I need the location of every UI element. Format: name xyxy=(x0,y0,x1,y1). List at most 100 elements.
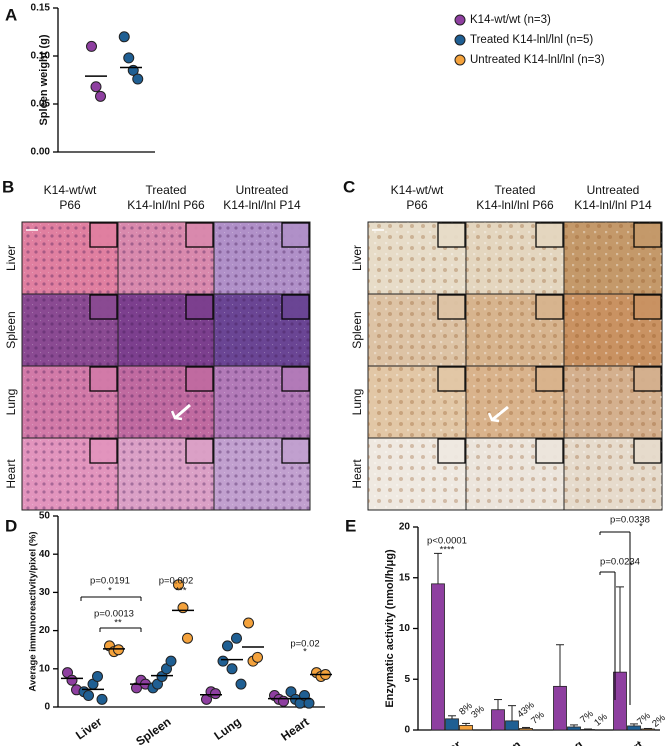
column-header: P66 xyxy=(406,198,428,212)
column-header: Untreated xyxy=(587,183,640,197)
inset xyxy=(535,438,564,464)
inset xyxy=(535,366,564,392)
data-point xyxy=(113,644,124,656)
column-header: K14-lnl/lnl P66 xyxy=(476,198,554,212)
data-point xyxy=(222,640,233,652)
arrow xyxy=(491,405,509,422)
data-point xyxy=(182,632,193,644)
annotation: p=0.0191 xyxy=(90,576,130,587)
bracket xyxy=(599,531,631,705)
inset xyxy=(89,366,118,392)
y-tick-label: 20 xyxy=(39,625,51,636)
panel-letter: C xyxy=(343,177,355,196)
inset xyxy=(185,294,214,320)
data-point xyxy=(252,651,263,663)
inset xyxy=(437,438,466,464)
column-header: K14-lnl/lnl P14 xyxy=(574,198,652,212)
column-header: K14-lnl/lnl P14 xyxy=(223,198,301,212)
bar xyxy=(567,726,581,731)
data-point xyxy=(278,695,289,707)
annotation: 7% xyxy=(635,710,653,728)
data-point xyxy=(210,688,221,700)
x-tick-label: Liver xyxy=(432,737,464,746)
annotation: * xyxy=(108,586,112,597)
data-point xyxy=(243,617,254,629)
column-header: P66 xyxy=(59,198,81,212)
x-tick-label: Spleen xyxy=(483,738,523,746)
inset xyxy=(633,438,662,464)
inset xyxy=(185,438,214,464)
inset xyxy=(89,222,118,248)
data-point xyxy=(217,655,229,667)
annotation: 2% xyxy=(650,712,666,730)
bar xyxy=(505,720,519,731)
bar xyxy=(491,709,505,731)
data-point xyxy=(92,670,103,682)
x-tick-label: Spleen xyxy=(133,715,173,746)
inset xyxy=(281,294,310,320)
bar xyxy=(459,725,473,731)
inset xyxy=(437,366,466,392)
data-point xyxy=(83,690,94,702)
data-point xyxy=(66,674,78,686)
annotation: **** xyxy=(440,545,455,556)
annotation: p<0.0001 xyxy=(427,536,467,547)
legend-swatch xyxy=(454,54,466,66)
y-tick-label: 10 xyxy=(399,623,411,634)
legend-label: Treated K14-lnl/lnl (n=5) xyxy=(470,34,593,46)
y-tick-label: 0 xyxy=(404,725,410,736)
y-tick-label: 0.15 xyxy=(31,3,51,14)
column-header: K14-wt/wt xyxy=(44,183,97,197)
inset xyxy=(281,438,310,464)
row-label: Lung xyxy=(350,389,364,416)
data-point xyxy=(132,73,144,85)
y-tick-label: 20 xyxy=(399,522,411,533)
annotation: p=0.0338 xyxy=(610,515,650,526)
bar xyxy=(641,728,655,731)
data-point xyxy=(118,31,130,43)
arrow-head xyxy=(170,410,183,421)
row-label: Heart xyxy=(4,459,18,489)
inset xyxy=(89,438,118,464)
inset xyxy=(633,222,662,248)
inset xyxy=(185,366,214,392)
annotation: * xyxy=(629,561,633,572)
bar xyxy=(627,725,641,731)
arrow-head xyxy=(487,412,500,423)
data-point xyxy=(226,663,238,675)
data-point xyxy=(235,678,247,690)
data-point xyxy=(86,40,97,52)
column-header: K14-wt/wt xyxy=(391,183,444,197)
annotation: p=0.02 xyxy=(290,639,319,650)
panel-letter: A xyxy=(5,5,17,24)
data-point xyxy=(96,693,108,705)
data-point xyxy=(123,52,135,64)
bar xyxy=(553,685,567,731)
column-header: Treated xyxy=(495,183,536,197)
bar xyxy=(613,671,627,731)
column-header: Treated xyxy=(146,183,187,197)
panel-letter: B xyxy=(2,177,14,196)
y-tick-label: 10 xyxy=(39,663,51,674)
data-point xyxy=(303,697,315,709)
data-point xyxy=(231,632,242,644)
bracket xyxy=(599,571,616,700)
x-tick-label: Heart xyxy=(278,715,311,744)
data-point xyxy=(177,602,189,614)
row-label: Liver xyxy=(4,245,18,271)
data-point xyxy=(95,90,106,102)
y-axis-label: Enzymatic activity (nmol/h/μg) xyxy=(384,549,396,708)
bracket xyxy=(80,596,142,601)
y-tick-label: 5 xyxy=(404,674,410,685)
row-label: Spleen xyxy=(4,311,18,348)
y-axis-label: Average immunoreactivity/pixel (%) xyxy=(28,531,39,691)
column-header: K14-lnl/lnl P66 xyxy=(127,198,205,212)
data-point xyxy=(165,655,177,667)
legend-label: K14-wt/wt (n=3) xyxy=(470,14,551,26)
legend-swatch xyxy=(454,34,466,46)
inset xyxy=(437,222,466,248)
inset xyxy=(281,366,310,392)
y-tick-label: 15 xyxy=(399,572,411,583)
x-tick-label: Liver xyxy=(73,714,105,742)
